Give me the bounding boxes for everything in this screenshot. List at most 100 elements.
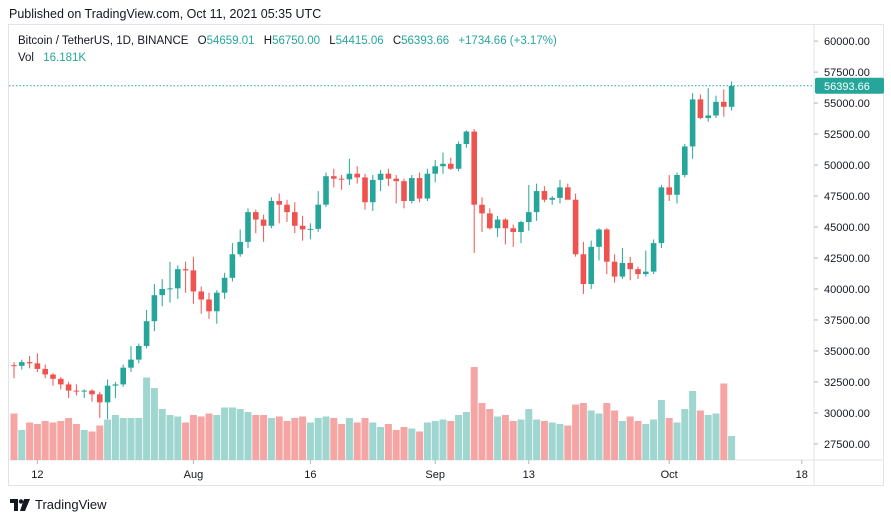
volume-bar (291, 418, 299, 460)
volume-bar (306, 422, 314, 460)
volume-bar (96, 425, 104, 460)
volume-bar (221, 407, 229, 460)
candle-body (557, 187, 563, 198)
candle-body (393, 178, 399, 182)
volume-bar (689, 391, 697, 460)
volume-bar (80, 430, 88, 460)
tradingview-brand: TradingView (35, 497, 107, 512)
y-tick-label: 42500.00 (824, 253, 870, 265)
candle-body (237, 241, 243, 255)
candle-body (159, 288, 165, 296)
candle-body (151, 295, 158, 322)
volume-bar (267, 418, 275, 460)
volume-bar (135, 418, 143, 460)
candle-body (580, 254, 587, 285)
candle-body (619, 262, 626, 277)
volume-bar (205, 413, 213, 460)
candle-body (565, 187, 571, 200)
volume-bar (540, 421, 548, 460)
candle-body (276, 200, 282, 205)
candle-body (268, 200, 275, 226)
candle-body (463, 131, 470, 144)
candle-body (666, 187, 672, 195)
volume-bar (275, 416, 283, 460)
volume-bar (462, 412, 470, 460)
candle-body (65, 384, 72, 391)
candle-body (549, 197, 555, 200)
volume-bar (369, 422, 377, 460)
candle-body (42, 368, 48, 375)
volume-bar (57, 421, 65, 460)
volume-bar (626, 416, 634, 460)
volume-label: Vol (18, 52, 34, 64)
published-caption: Published on TradingView.com, Oct 11, 20… (9, 7, 322, 21)
volume-bar (392, 430, 400, 460)
candle-body (97, 394, 103, 403)
candle-body (50, 374, 56, 379)
candle-body (689, 99, 696, 147)
candle-body (596, 229, 602, 247)
y-tick-label: 37500.00 (824, 315, 870, 327)
candle-body (409, 178, 415, 201)
volume-bar (213, 415, 221, 460)
volume-bar (322, 416, 330, 460)
volume-bar (650, 419, 658, 460)
volume-bar (127, 418, 135, 460)
volume-bar (88, 431, 96, 460)
volume-value: 16.181K (43, 52, 87, 64)
volume-bar (150, 388, 158, 460)
candle-body (674, 174, 680, 195)
x-tick-label: 12 (31, 469, 43, 481)
y-tick-label: 60000.00 (824, 36, 870, 48)
volume-bar (696, 410, 704, 460)
volume-bar (244, 412, 252, 460)
candle-body (611, 261, 618, 277)
candle-body (19, 362, 25, 366)
candle-body (604, 229, 610, 262)
candle-body (315, 204, 321, 229)
volume-bar (486, 409, 494, 460)
candle-body (713, 101, 719, 116)
volume-bar (72, 424, 80, 460)
candle-body (721, 101, 727, 107)
close-value: 56393.66 (401, 35, 450, 47)
volume-bar (525, 409, 533, 460)
candle-body (627, 262, 633, 270)
x-tick-label: 16 (304, 469, 316, 481)
candle-body (533, 191, 540, 213)
candle-body (182, 269, 189, 271)
volume-bar (353, 422, 361, 460)
y-tick-label: 50000.00 (824, 160, 870, 172)
candle-body (338, 178, 345, 180)
volume-bar (587, 410, 595, 460)
volume-bar (299, 416, 307, 460)
volume-bar (548, 422, 556, 460)
candle-body (331, 176, 337, 179)
candle-body (307, 228, 314, 230)
candle-body (253, 212, 259, 220)
candle-body (643, 271, 649, 275)
volume-bar (10, 413, 18, 460)
chart-frame (8, 24, 884, 486)
volume-bar (704, 415, 712, 460)
volume-bar (439, 419, 447, 460)
volume-bar (720, 383, 728, 460)
candle-body (198, 291, 204, 300)
candle-body (81, 390, 87, 392)
y-tick-label: 55000.00 (824, 98, 870, 110)
x-tick-label: Aug (184, 469, 204, 481)
volume-bar (470, 367, 478, 460)
candle-body (682, 146, 688, 175)
volume-bar (533, 419, 541, 460)
volume-bar (494, 416, 502, 460)
candle-body (697, 99, 704, 118)
candle-body (526, 212, 532, 223)
volume-bar (431, 421, 439, 460)
volume-bar (260, 415, 268, 460)
candle-body (448, 163, 454, 169)
candle-body (471, 131, 477, 205)
candle-body (455, 143, 462, 169)
volume-bar (611, 410, 619, 460)
volume-bar (377, 427, 385, 460)
